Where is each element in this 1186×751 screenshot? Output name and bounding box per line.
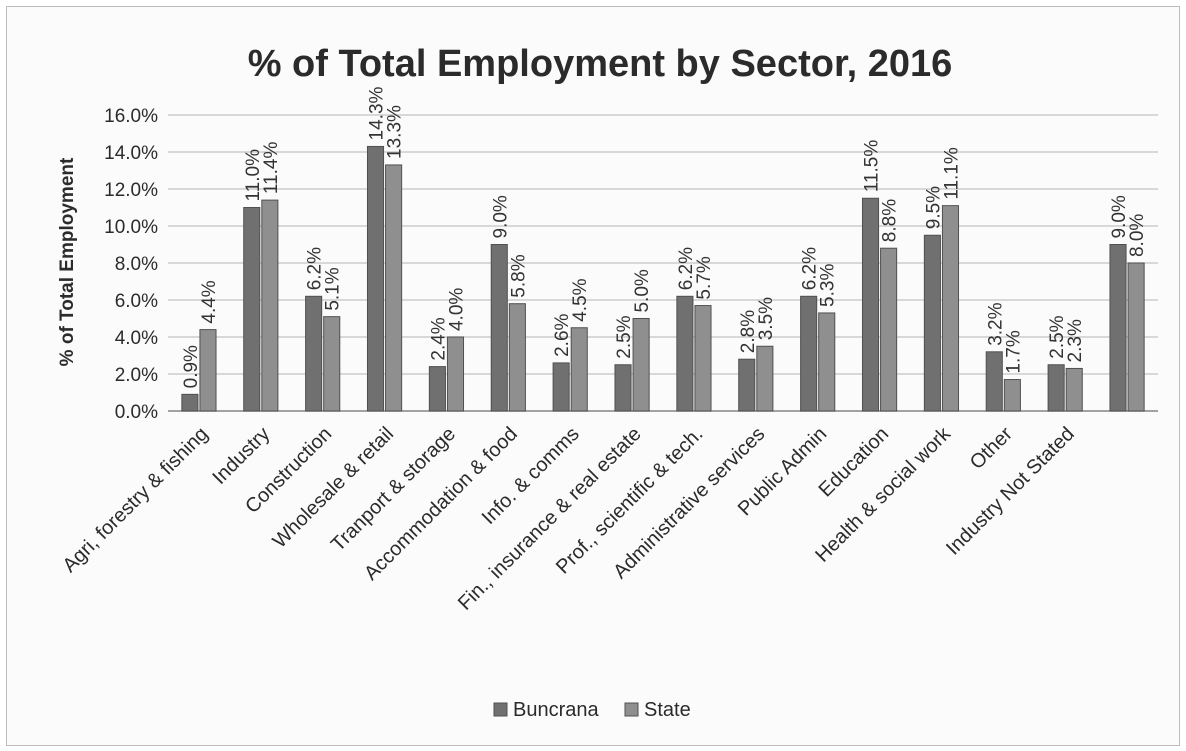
data-label: 14.3% <box>367 86 388 140</box>
bar-state <box>694 305 712 412</box>
bar-buncrana <box>985 351 1003 412</box>
bar-buncrana <box>1047 364 1065 412</box>
data-label: 3.2% <box>985 302 1006 345</box>
legend-label-state: State <box>644 699 691 721</box>
bars <box>181 145 1145 412</box>
data-label: 6.2% <box>676 247 697 290</box>
data-label: 5.3% <box>818 264 839 307</box>
bar-buncrana <box>614 364 632 412</box>
data-label: 1.7% <box>1003 330 1024 373</box>
legend-swatch-buncrana <box>493 702 508 717</box>
bar-buncrana <box>305 295 323 412</box>
bar-state <box>446 336 465 412</box>
data-label: 5.1% <box>323 267 344 310</box>
bar-state <box>1003 379 1021 412</box>
data-label: 5.0% <box>632 269 653 312</box>
y-axis-ticks: 0.0% 2.0% 4.0% 6.0% 8.0% 10.0% 12.0% 14.0% 16.0% <box>104 106 158 423</box>
bar-buncrana <box>676 295 694 412</box>
data-label: 8.0% <box>1127 214 1148 257</box>
data-label: 2.5% <box>614 315 635 358</box>
y-tick-label: 8.0% <box>115 254 158 275</box>
data-label: 11.1% <box>941 147 962 200</box>
data-label: 9.5% <box>923 186 944 229</box>
bar-state <box>323 316 341 412</box>
data-label: 11.4% <box>261 142 282 195</box>
data-label: 8.8% <box>880 199 901 242</box>
data-label: 5.8% <box>508 254 529 297</box>
legend: Buncrana State <box>493 699 691 721</box>
y-tick-label: 12.0% <box>104 180 158 201</box>
data-label: 9.0% <box>490 195 511 238</box>
bar-state <box>199 329 217 412</box>
data-label: 2.4% <box>428 317 449 360</box>
chart-title: % of Total Employment by Sector, 2016 <box>248 43 953 85</box>
bar-state <box>632 318 650 412</box>
data-label: 4.4% <box>199 280 220 323</box>
bar-buncrana <box>923 234 941 412</box>
data-label: 11.5% <box>862 140 883 193</box>
y-tick-label: 14.0% <box>104 143 158 164</box>
y-tick-label: 10.0% <box>104 217 158 238</box>
category-label: Other <box>966 423 1017 474</box>
bar-buncrana <box>243 207 261 412</box>
data-label: 4.0% <box>446 288 467 331</box>
bar-state <box>818 312 836 412</box>
bar-state <box>508 303 526 412</box>
legend-swatch-state <box>624 702 639 717</box>
data-label: 2.8% <box>738 310 759 353</box>
bar-state <box>756 345 774 412</box>
data-label: 6.2% <box>800 247 821 290</box>
data-label: 2.5% <box>1047 315 1068 358</box>
bar-state <box>941 205 960 412</box>
data-label: 5.7% <box>694 256 715 299</box>
bar-state <box>1127 262 1145 412</box>
legend-label-buncrana: Buncrana <box>513 699 599 721</box>
bar-buncrana <box>800 295 818 412</box>
y-tick-label: 4.0% <box>115 328 158 349</box>
bar-buncrana <box>181 393 199 412</box>
bar-state <box>385 164 403 412</box>
data-label: 4.5% <box>570 278 591 321</box>
y-tick-label: 16.0% <box>104 106 158 127</box>
data-label: 6.2% <box>305 247 326 290</box>
bar-state <box>261 199 279 412</box>
bar-buncrana <box>428 366 446 412</box>
data-labels: 0.9% 11.0% 6.2% 14.3% 2.4% 9.0% 2.6% 2.5% 6.2% 2.… <box>181 86 1148 388</box>
category-label: Agri, forestry & fishing <box>59 423 213 577</box>
data-label: 2.6% <box>552 313 573 356</box>
bar-buncrana <box>1109 244 1127 412</box>
bar-buncrana <box>552 362 570 412</box>
bar-state <box>570 327 588 412</box>
bar-state <box>880 247 898 412</box>
bar-buncrana <box>490 244 508 412</box>
data-label: 3.5% <box>756 297 777 340</box>
data-label: 13.3% <box>385 105 406 159</box>
category-labels: Agri, forestry & fishingIndustryConstruc… <box>59 422 1079 614</box>
data-label: 0.9% <box>181 345 202 388</box>
y-tick-label: 6.0% <box>115 291 158 312</box>
y-tick-label: 2.0% <box>115 365 158 386</box>
y-axis-label: % of Total Employment <box>57 157 78 366</box>
bar-buncrana <box>861 197 880 412</box>
data-label: 11.0% <box>243 149 264 202</box>
data-label: 9.0% <box>1109 195 1130 238</box>
y-tick-label: 0.0% <box>115 402 158 423</box>
bar-state <box>1065 367 1083 412</box>
data-label: 2.3% <box>1065 319 1086 362</box>
bar-buncrana <box>738 358 756 412</box>
bar-buncrana <box>366 145 385 412</box>
